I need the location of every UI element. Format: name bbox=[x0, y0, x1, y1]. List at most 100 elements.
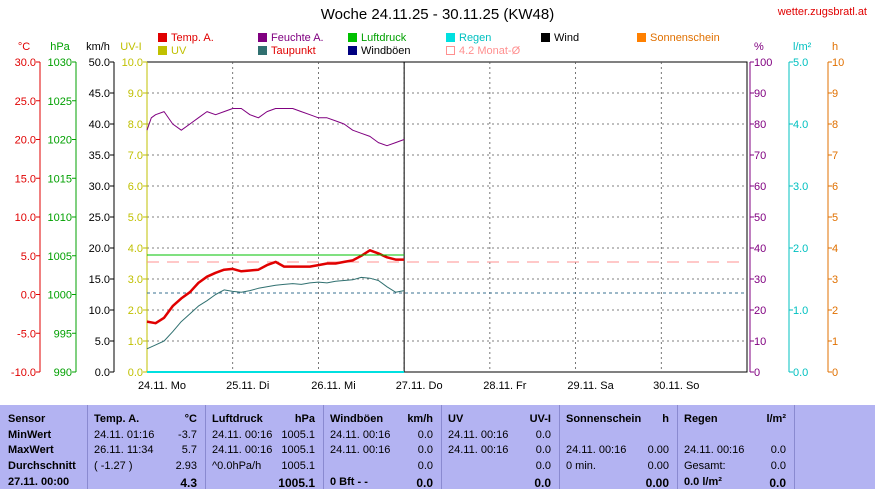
y-tick-label: 0.0 bbox=[21, 290, 36, 302]
stats-cell-time: 24.11. 00:16 bbox=[684, 444, 745, 456]
stats-cell-time: 24.11. 00:16 bbox=[448, 429, 509, 441]
stats-cell-avg: ^0.0hPa/h 1005.1 bbox=[206, 460, 323, 474]
stats-column-header: Regen l/m² bbox=[678, 413, 794, 427]
y-tick-label: 6.0 bbox=[128, 181, 143, 193]
axis-unit-uv: UV-I bbox=[120, 41, 141, 53]
stats-column-unit: h bbox=[662, 413, 669, 425]
stats-cell-max: 26.11. 11:34 5.7 bbox=[88, 444, 205, 458]
y-tick-label: 40.0 bbox=[89, 119, 110, 131]
stats-column-title: Windböen bbox=[330, 413, 384, 425]
stats-cell-min bbox=[560, 429, 677, 443]
x-tick-label: 25.11. Di bbox=[226, 380, 269, 392]
x-tick-label: 28.11. Fr bbox=[483, 380, 527, 392]
stats-cell-time: 24.11. 00:16 bbox=[330, 429, 391, 441]
stats-cell-min: 24.11. 00:16 0.0 bbox=[442, 429, 559, 443]
stats-column: Regen l/m² 24.11. 00:16 0.0 Gesamt: 0.0 0.0 l/… bbox=[678, 405, 795, 490]
y-tick-label: 60 bbox=[754, 181, 766, 193]
y-tick-label: 990 bbox=[54, 367, 72, 379]
stats-column-header: Windböen km/h bbox=[324, 413, 441, 427]
legend-swatch bbox=[348, 33, 357, 42]
stats-column: Luftdruck hPa 24.11. 00:16 1005.1 24.11. 00:… bbox=[206, 405, 324, 490]
legend-item: Taupunkt bbox=[258, 45, 316, 58]
y-tick-label: 5.0 bbox=[128, 212, 143, 224]
stats-cell-cur: 1005.1 bbox=[206, 476, 323, 490]
stats-cell-value: 0.0 bbox=[770, 444, 786, 456]
y-tick-label: 1025 bbox=[48, 96, 72, 108]
y-tick-label: 20.0 bbox=[15, 135, 36, 147]
y-tick-label: 1020 bbox=[48, 135, 72, 147]
stats-cell-value: 0.00 bbox=[645, 476, 669, 490]
stats-cell-max: 24.11. 00:16 0.0 bbox=[324, 444, 441, 458]
axis-unit-pressure: hPa bbox=[50, 41, 70, 53]
stats-cell-value: 0.0 bbox=[535, 444, 551, 456]
y-tick-label: 1030 bbox=[48, 57, 72, 69]
y-tick-label: 4 bbox=[832, 243, 838, 255]
stats-column-header: Luftdruck hPa bbox=[206, 413, 323, 427]
stats-cell-max: 24.11. 00:16 0.0 bbox=[442, 444, 559, 458]
stats-row-label-text: 27.11. 00:00 bbox=[8, 476, 70, 488]
legend-item: 4.2 Monat-Ø bbox=[446, 45, 520, 58]
y-tick-label: 1005 bbox=[48, 251, 72, 263]
stats-row-label: Durchschnitt bbox=[0, 460, 87, 474]
stats-row-label: MinWert bbox=[0, 429, 87, 443]
stats-row-label-text: MaxWert bbox=[8, 444, 54, 456]
y-tick-label: 1.0 bbox=[128, 336, 143, 348]
y-tick-label: 25.0 bbox=[89, 212, 110, 224]
stats-cell-time: 24.11. 00:16 bbox=[212, 444, 273, 456]
legend-item: UV bbox=[158, 45, 186, 58]
y-tick-label: 6 bbox=[832, 181, 838, 193]
legend-label: Regen bbox=[459, 32, 492, 44]
y-tick-label: 20.0 bbox=[89, 243, 110, 255]
stats-cell-time: 24.11. 00:16 bbox=[212, 429, 273, 441]
y-tick-label: 70 bbox=[754, 150, 766, 162]
stats-row-label-text: MinWert bbox=[8, 429, 52, 441]
stats-cell-time: 26.11. 11:34 bbox=[94, 444, 154, 456]
stats-cell-avg: 0.0 bbox=[324, 460, 441, 474]
stats-cell-value: 0.0 bbox=[535, 429, 551, 441]
axis-unit-rain: l/m² bbox=[793, 41, 812, 53]
series-line-taupunkt bbox=[146, 276, 405, 350]
y-tick-label: 8 bbox=[832, 119, 838, 131]
stats-cell-max: 24.11. 00:16 0.0 bbox=[678, 444, 794, 458]
stats-cell-avg: Gesamt: 0.0 bbox=[678, 460, 794, 474]
stats-cell-min: 24.11. 01:16 -3.7 bbox=[88, 429, 205, 443]
x-tick-label: 29.11. Sa bbox=[567, 380, 614, 392]
stats-column-header: Sonnenschein h bbox=[560, 413, 677, 427]
y-tick-label: 3 bbox=[832, 274, 838, 286]
stats-column-unit: hPa bbox=[294, 413, 315, 425]
legend-label: Luftdruck bbox=[361, 32, 407, 44]
stats-column-title: Regen bbox=[684, 413, 718, 425]
legend-item: Regen bbox=[446, 32, 491, 45]
y-tick-label: 100 bbox=[754, 57, 772, 69]
y-tick-label: 25.0 bbox=[15, 96, 36, 108]
y-tick-label: 10 bbox=[832, 57, 844, 69]
y-tick-label: 5 bbox=[832, 212, 838, 224]
stats-cell-value: 1005.1 bbox=[281, 429, 315, 441]
stats-cell-value: 0.0 bbox=[535, 460, 551, 472]
y-tick-label: 995 bbox=[54, 328, 72, 340]
y-tick-label: 30.0 bbox=[15, 57, 36, 69]
stats-cell-time: 24.11. 00:16 bbox=[566, 444, 627, 456]
stats-cell-time: 24.11. 01:16 bbox=[94, 429, 155, 441]
legend-swatch bbox=[348, 46, 357, 55]
y-tick-label: 8.0 bbox=[128, 119, 143, 131]
legend-label: Windböen bbox=[361, 45, 411, 57]
stats-column-header: Temp. A. °C bbox=[88, 413, 205, 427]
stats-column-title: UV bbox=[448, 413, 464, 425]
stats-table: Sensor MinWert MaxWert Durchschnitt 27.11. 0… bbox=[0, 405, 875, 490]
stats-cell-value: 5.7 bbox=[181, 444, 197, 456]
site-link[interactable]: wetter.zugsbratl.at bbox=[777, 6, 867, 18]
legend-swatch bbox=[258, 46, 267, 55]
y-tick-label: 2 bbox=[832, 305, 838, 317]
y-tick-label: 5.0 bbox=[21, 251, 36, 263]
x-tick-label: 24.11. Mo bbox=[138, 380, 186, 392]
stats-label-column: Sensor MinWert MaxWert Durchschnitt 27.11. 0… bbox=[0, 405, 88, 489]
stats-column: Temp. A. °C 24.11. 01:16 -3.7 26.11. 11:34 5.… bbox=[88, 405, 206, 490]
legend-label: Taupunkt bbox=[271, 45, 316, 57]
y-tick-label: 5.0 bbox=[793, 57, 808, 69]
legend-label: Temp. A. bbox=[171, 32, 214, 44]
series-line-feuchte-a- bbox=[146, 108, 405, 147]
legend-item: Temp. A. bbox=[158, 32, 214, 45]
stats-cell-cur: 0.0 bbox=[442, 476, 559, 490]
stats-column-unit: UV-I bbox=[529, 413, 551, 425]
